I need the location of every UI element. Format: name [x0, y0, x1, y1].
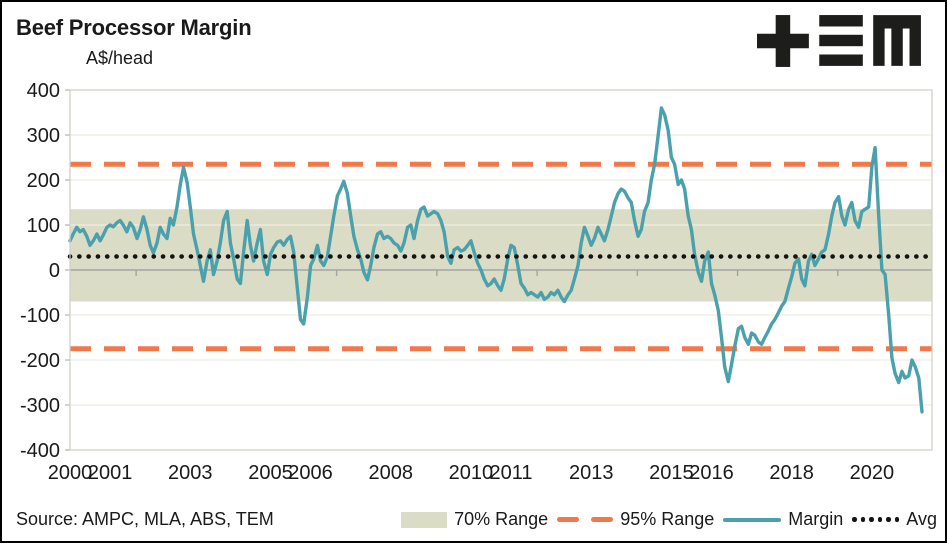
dashed-line-icon	[557, 517, 614, 522]
y-tick-label: -400	[20, 440, 60, 462]
y-tick-label: 200	[27, 170, 60, 192]
page-title: Beef Processor Margin	[16, 15, 252, 40]
x-tick-label: 2010	[449, 462, 494, 484]
y-axis-unit-label: A$/head	[86, 48, 154, 68]
plus-icon	[757, 15, 809, 67]
y-tick-label: 0	[49, 260, 60, 282]
x-tick-label: 2000	[48, 462, 93, 484]
margin-line	[68, 106, 924, 414]
legend-item-margin: Margin	[723, 509, 843, 530]
x-tick-label: 2001	[88, 462, 133, 484]
y-tick-label: -200	[20, 350, 60, 372]
legend-item-95-range: 95% Range	[557, 509, 714, 530]
m-icon	[873, 15, 921, 66]
y-tick-label: -100	[20, 305, 60, 327]
y-tick-label: -300	[20, 395, 60, 417]
tem-logo	[757, 12, 923, 70]
x-tick-label: 2006	[288, 462, 333, 484]
dotted-line-icon	[852, 517, 900, 522]
x-tick-label: 2015	[649, 462, 694, 484]
solid-line-icon	[723, 517, 782, 522]
legend-label: Margin	[788, 509, 844, 529]
triple-bar-icon	[819, 15, 863, 66]
x-tick-label: 2020	[850, 462, 895, 484]
x-tick-label: 2003	[168, 462, 213, 484]
legend-item-avg: Avg	[852, 509, 937, 530]
band-swatch-icon	[401, 511, 448, 528]
legend-label: Avg	[906, 509, 937, 529]
x-tick-label: 2005	[248, 462, 293, 484]
y-tick-label: 400	[27, 80, 60, 102]
legend-label: 70% Range	[454, 509, 549, 529]
x-tick-label: 2018	[769, 462, 814, 484]
legend-label: 95% Range	[620, 509, 715, 529]
y-tick-label: 300	[27, 125, 60, 147]
x-tick-label: 2011	[490, 462, 533, 484]
x-tick-label: 2016	[689, 462, 734, 484]
legend-item-70-range: 70% Range	[401, 509, 548, 530]
x-tick-label: 2008	[368, 462, 413, 484]
x-tick-label: 2013	[569, 462, 614, 484]
tem-logo-graphic	[757, 15, 921, 67]
chart-legend: 70% Range 95% Range Margin Avg	[401, 509, 937, 530]
y-tick-label: 100	[27, 215, 60, 237]
source-note: Source: AMPC, MLA, ABS, TEM	[16, 509, 274, 529]
